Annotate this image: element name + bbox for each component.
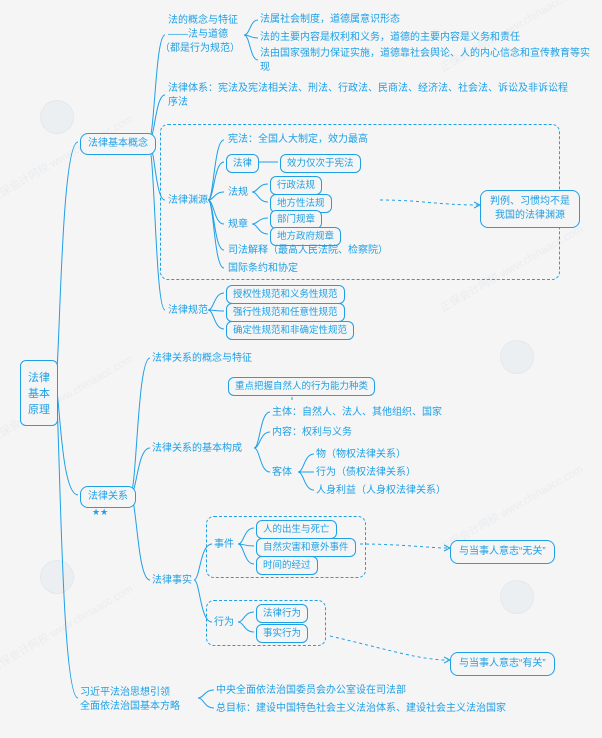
txt: 法律事实 [152, 574, 192, 588]
txt: 内容：权利与义务 [272, 426, 352, 440]
txt: 法的主要内容是权利和义务，道德的主要内容是义务和责任 [260, 31, 520, 45]
txt: 法律体系：宪法及宪法相关法、刑法、行政法、民商法、经济法、社会法、诉讼及非诉讼程… [168, 82, 568, 110]
node-tip: 重点把握自然人的行为能力种类 [228, 377, 375, 396]
stars: ★★ [92, 506, 108, 519]
node-sec2: 法律关系 [80, 486, 136, 508]
txt: 物（物权法律关系） [316, 448, 406, 462]
txt: 法规 [228, 186, 248, 200]
txt: 习近平法治思想引领 [80, 686, 170, 700]
root-node: 法律基本原理 [20, 360, 58, 426]
node: 确定性规范和非确定性规范 [226, 321, 354, 340]
txt: 人身利益（人身权法律关系） [316, 484, 446, 498]
txt: 事件 [214, 538, 234, 552]
note-yy: 判例、习惯均不是我国的法律渊源 [480, 190, 580, 228]
watermark: 正保会计网校 www.chinaacc.com [0, 110, 136, 205]
note-act: 与当事人意志“有关” [450, 652, 555, 676]
txt: 行为（债权法律关系） [316, 466, 416, 480]
txt: 全面依法治国基本方略 [80, 700, 180, 714]
node: 效力仅次于宪法 [280, 154, 361, 173]
txt: 主体：自然人、法人、其他组织、国家 [272, 406, 442, 420]
txt: 总目标：建设中国特色社会主义法治体系、建设社会主义法治国家 [216, 702, 506, 716]
txt: 法属社会制度，道德属意识形态 [260, 13, 400, 27]
txt: 宪法：全国人大制定，效力最高 [228, 133, 368, 147]
node: 事实行为 [256, 624, 308, 643]
watermark: 正保会计网校 www.chinaacc.com [0, 580, 136, 675]
node: 法律 [226, 154, 259, 173]
txt: 客体 [272, 466, 292, 480]
txt: 法律渊源 [168, 194, 208, 208]
node: 行政法规 [270, 176, 322, 195]
txt: 法律关系的基本构成 [152, 442, 242, 456]
txt: 国际条约和协定 [228, 262, 298, 276]
txt: 法由国家强制力保证实施，道德靠社会舆论、人的内心信念和宣传教育等实现 [260, 47, 590, 75]
node: 授权性规范和义务性规范 [226, 285, 345, 304]
wm-logo [500, 580, 534, 614]
wm-logo [40, 100, 74, 134]
txt: 法的概念与特征 [168, 14, 238, 28]
txt: （都是行为规范） [160, 42, 240, 56]
txt: ——法与道德 [168, 28, 228, 42]
txt: 行为 [214, 616, 234, 630]
node: 法律行为 [256, 604, 308, 623]
wm-logo [500, 340, 534, 374]
node: 强行性规范和任意性规范 [226, 303, 345, 322]
node: 自然灾害和意外事件 [256, 538, 356, 557]
txt: 中央全面依法治国委员会办公室设在司法部 [216, 684, 406, 698]
wm-logo [40, 560, 74, 594]
node: 人的出生与死亡 [256, 520, 337, 539]
note-event: 与当事人意志“无关” [450, 540, 555, 564]
node: 时间的经过 [256, 556, 318, 575]
txt: 司法解释（最高人民法院、检察院） [228, 244, 388, 258]
node-sec1: 法律基本概念 [80, 133, 156, 155]
txt: 法律关系的概念与特征 [152, 352, 252, 366]
txt: 法律规范 [168, 304, 208, 318]
txt: 规章 [228, 218, 248, 232]
